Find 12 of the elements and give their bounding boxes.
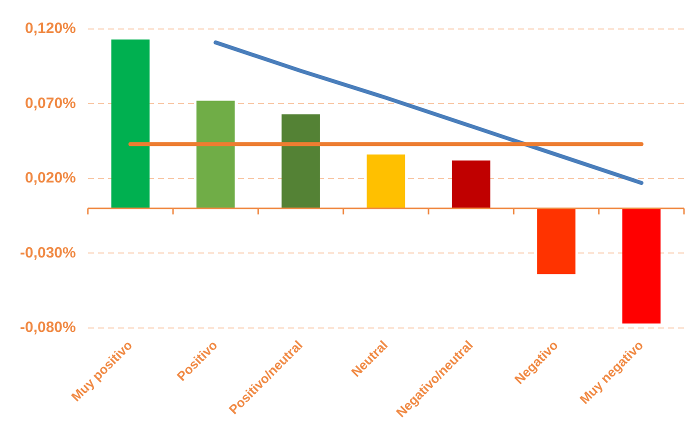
y-tick-label: 0,120% — [24, 20, 76, 38]
bar — [366, 154, 406, 208]
bar — [111, 39, 150, 208]
bar — [282, 114, 320, 208]
bar — [537, 208, 576, 274]
bar — [622, 208, 661, 324]
y-tick-label: 0,070% — [24, 94, 76, 112]
y-tick-label: -0,080% — [20, 319, 76, 336]
bar — [452, 160, 490, 208]
y-tick-label: -0,030% — [20, 244, 76, 262]
y-tick-label: 0,020% — [24, 170, 76, 187]
bar — [196, 100, 235, 208]
